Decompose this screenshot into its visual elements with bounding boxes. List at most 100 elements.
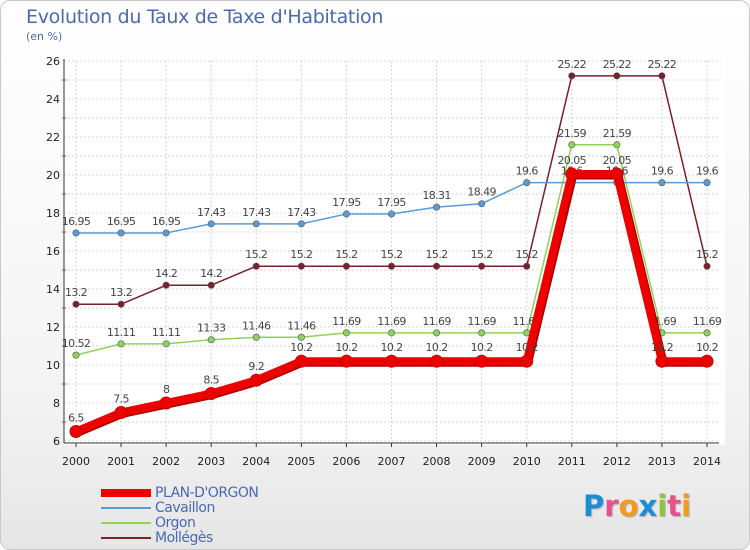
x-tick-label: 2001 [107,455,135,468]
data-label: 14.2 [155,267,177,280]
y-tick-label: 24 [46,93,60,106]
x-tick-label: 2012 [603,455,631,468]
data-label: 10.52 [62,337,91,350]
data-point [72,351,80,359]
logo-letter: t [667,489,682,523]
data-label: 7.5 [113,393,129,406]
data-point [342,329,350,337]
data-label: 11.11 [107,326,136,339]
data-point [433,262,441,270]
data-label: 11.33 [197,322,226,335]
data-label: 11.69 [422,315,451,328]
data-point [72,229,80,237]
data-label: 21.59 [603,127,632,140]
data-point [339,354,353,368]
data-point [117,340,125,348]
x-tick-label: 2000 [62,455,90,468]
data-point [655,354,669,368]
data-label: 15.2 [245,248,267,261]
logo-letter: o [618,489,639,523]
data-point [568,141,576,149]
data-label: 10.2 [335,341,357,354]
data-point [385,354,398,368]
data-label: 21.59 [558,127,587,140]
data-point [613,72,621,80]
data-point [294,354,308,368]
data-label: 13.2 [110,286,132,299]
data-point [610,167,624,181]
data-point [297,262,305,270]
data-label: 15.2 [380,248,402,261]
data-point [658,179,666,187]
legend-swatch [101,506,151,509]
data-label: 17.43 [197,206,226,219]
y-tick-label: 10 [46,359,60,372]
data-label: 11.69 [332,315,361,328]
x-tick-label: 2008 [423,455,451,468]
data-label: 10.2 [426,341,448,354]
data-point [342,210,350,218]
data-label: 15.2 [335,248,357,261]
data-point [69,425,83,438]
data-point [565,167,579,181]
x-tick-label: 2004 [242,455,270,468]
y-tick-label: 14 [46,283,60,296]
data-point [520,354,534,368]
data-label: 10.2 [696,341,718,354]
data-point [658,72,666,80]
data-point [72,300,80,308]
y-tick-label: 16 [46,245,60,258]
data-label: 19.6 [651,165,674,178]
data-point [475,354,489,368]
chart-subtitle: (en %) [26,30,63,43]
data-label: 15.2 [516,248,538,261]
logo-letter: r [604,489,619,523]
data-point [297,220,305,228]
data-label: 17.43 [287,206,316,219]
legend-label: PLAN-D'ORGON [155,484,259,501]
legend-swatch [101,521,151,524]
data-label: 10.2 [651,341,673,354]
data-point [433,203,441,211]
data-label: 15.2 [696,248,718,261]
data-label: 6.5 [68,412,84,425]
proxiti-logo: Proxiti [583,489,691,523]
legend-item: Cavaillon [101,499,258,516]
y-tick-label: 6 [53,435,60,448]
data-label: 20.05 [558,154,587,167]
legend-label: Orgon [155,514,196,531]
data-point [249,373,263,387]
data-label: 16.95 [62,215,91,228]
data-label: 17.95 [377,196,406,209]
logo-letter: i [657,489,668,523]
logo-letter: i [681,489,692,523]
data-point [613,141,621,149]
data-point [162,340,170,348]
data-point [117,229,125,237]
data-label: 8.5 [203,374,219,387]
data-point [387,329,395,337]
legend-item: Orgon [101,514,258,531]
data-point [162,281,170,289]
data-point [162,229,170,237]
data-label: 10.2 [290,341,312,354]
data-point [478,262,486,270]
data-label: 19.6 [696,165,719,178]
logo-letter: P [583,489,605,523]
data-point [204,387,218,400]
data-point [433,329,441,337]
data-point [114,406,128,419]
x-tick-label: 2011 [558,455,586,468]
data-label: 11.69 [377,315,406,328]
data-point [430,354,444,368]
data-point [523,179,531,187]
data-label: 10.2 [516,341,538,354]
legend-item: PLAN-D'ORGON [101,484,259,501]
data-point [252,262,260,270]
data-label: 15.2 [471,248,493,261]
data-label: 11.11 [152,326,181,339]
legend-label: Cavaillon [155,499,215,516]
legend-swatch [101,488,151,497]
data-label: 11.46 [287,319,316,332]
